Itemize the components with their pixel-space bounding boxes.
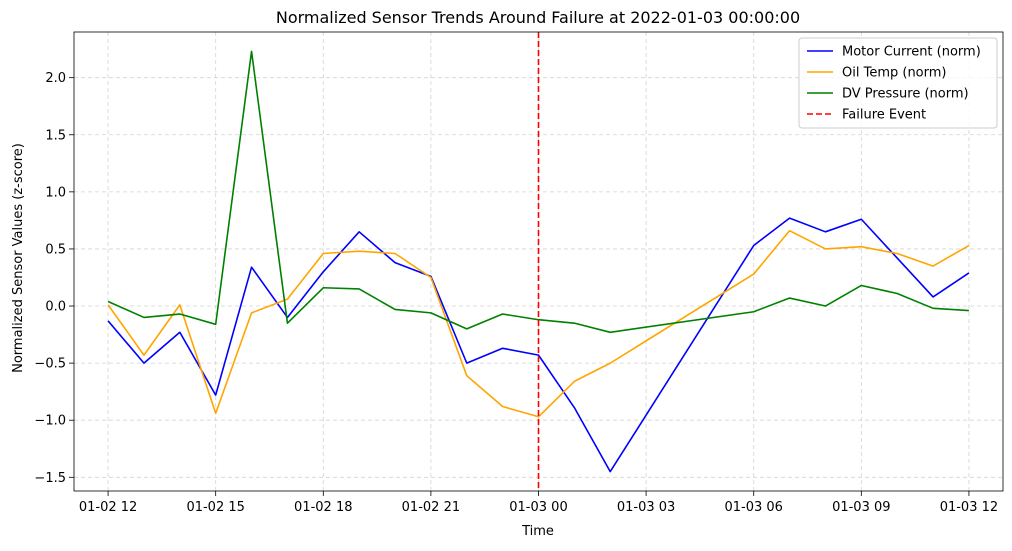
y-tick-label: −1.5 <box>34 471 66 486</box>
x-tick-label: 01-02 21 <box>402 500 460 515</box>
chart-title: Normalized Sensor Trends Around Failure … <box>276 8 800 27</box>
x-tick-label: 01-03 00 <box>509 500 567 515</box>
y-tick-label: 2.0 <box>45 71 66 86</box>
legend: Motor Current (norm) Oil Temp (norm) DV Pr… <box>798 37 998 129</box>
x-axis-label: Time <box>521 524 554 539</box>
legend-label: Failure Event <box>842 108 926 123</box>
x-tick-label: 01-03 09 <box>832 500 890 515</box>
y-tick-label: 0.0 <box>45 300 66 315</box>
legend-box <box>798 37 998 129</box>
x-tick-label: 01-03 12 <box>940 500 998 515</box>
legend-label: DV Pressure (norm) <box>842 87 969 102</box>
plot-frame <box>73 31 1004 492</box>
legend-label: Oil Temp (norm) <box>842 66 946 81</box>
y-tick-label: 1.5 <box>45 128 66 143</box>
y-axis-label: Normalized Sensor Values (z-score) <box>11 143 26 373</box>
axes: 01-02 12 01-02 15 01-02 18 01-02 21 01-03 00… <box>34 31 1004 515</box>
y-tick-label: −1.0 <box>34 414 66 429</box>
series-line-1 <box>107 217 970 473</box>
series-lines <box>107 50 970 473</box>
y-tick-label: −0.5 <box>34 357 66 372</box>
x-tick-label: 01-03 03 <box>617 500 675 515</box>
x-tick-label: 01-02 12 <box>79 500 137 515</box>
legend-label: Motor Current (norm) <box>842 45 981 60</box>
y-tick-label: 1.0 <box>45 185 66 200</box>
x-tick-label: 01-03 06 <box>724 500 782 515</box>
series-line-3 <box>107 50 969 334</box>
series-line-2 <box>107 229 970 418</box>
y-tick-label: 0.5 <box>45 242 66 257</box>
x-tick-label: 01-02 18 <box>294 500 352 515</box>
x-tick-label: 01-02 15 <box>186 500 244 515</box>
